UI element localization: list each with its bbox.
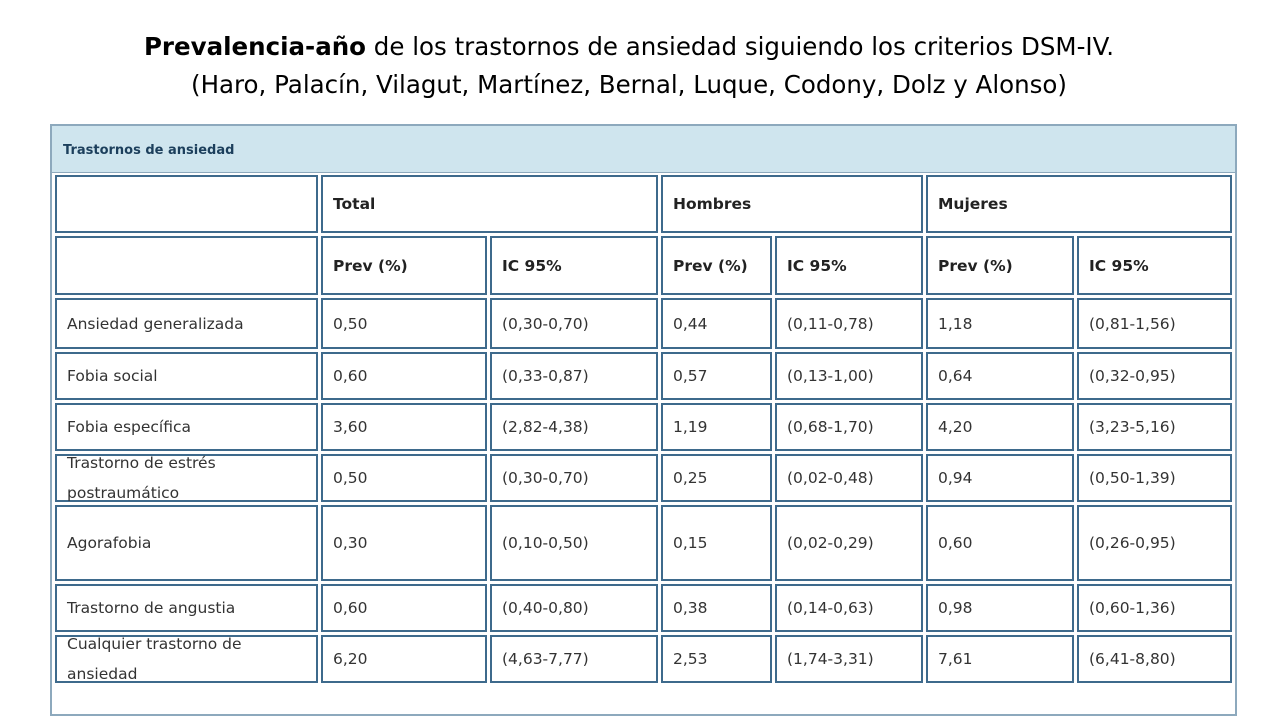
data-cell: (6,41-8,80) (1077, 635, 1232, 683)
data-cell: 0,15 (661, 505, 772, 581)
data-cell: 0,25 (661, 454, 772, 502)
data-cell: (0,11-0,78) (775, 298, 923, 349)
header-empty-cell (55, 175, 318, 233)
column-subheader: IC 95% (490, 236, 658, 295)
data-cell: 0,50 (321, 298, 487, 349)
row-label: Trastorno de angustia (55, 584, 318, 632)
data-cell: 0,60 (926, 505, 1074, 581)
data-cell: (0,30-0,70) (490, 454, 658, 502)
data-cell: (0,30-0,70) (490, 298, 658, 349)
data-cell: 1,18 (926, 298, 1074, 349)
row-label-line: Trastorno de estrés (67, 454, 216, 472)
data-cell: (1,74-3,31) (775, 635, 923, 683)
data-cell: 0,38 (661, 584, 772, 632)
data-cell: (0,68-1,70) (775, 403, 923, 451)
row-label: Fobia social (55, 352, 318, 400)
data-cell: (2,82-4,38) (490, 403, 658, 451)
column-subheader: Prev (%) (926, 236, 1074, 295)
row-label: Ansiedad generalizada (55, 298, 318, 349)
data-cell: (0,32-0,95) (1077, 352, 1232, 400)
data-cell: 0,30 (321, 505, 487, 581)
data-cell: (0,14-0,63) (775, 584, 923, 632)
data-cell: 0,98 (926, 584, 1074, 632)
data-cell: (0,40-0,80) (490, 584, 658, 632)
column-subheader: Prev (%) (321, 236, 487, 295)
group-header: Total (321, 175, 658, 233)
group-header: Mujeres (926, 175, 1232, 233)
table-caption-bar: Trastornos de ansiedad (52, 126, 1235, 173)
row-label-line: postraumático (67, 484, 180, 502)
data-cell: (3,23-5,16) (1077, 403, 1232, 451)
data-cell: (0,02-0,29) (775, 505, 923, 581)
title-bold-part: Prevalencia-año (143, 32, 367, 61)
data-cell: 7,61 (926, 635, 1074, 683)
data-cell: (0,60-1,36) (1077, 584, 1232, 632)
column-subheader: IC 95% (1077, 236, 1232, 295)
data-cell: 0,94 (926, 454, 1074, 502)
subheader-empty-cell (55, 236, 318, 295)
title-rest: de los trastornos de ansiedad siguiendo … (366, 32, 1115, 61)
data-cell: 0,64 (926, 352, 1074, 400)
data-cell: 0,50 (321, 454, 487, 502)
data-cell: (4,63-7,77) (490, 635, 658, 683)
data-cell: 1,19 (661, 403, 772, 451)
data-cell: 6,20 (321, 635, 487, 683)
prevalence-table: Trastornos de ansiedad Total Hombres Mujer… (50, 124, 1237, 716)
data-cell: (0,02-0,48) (775, 454, 923, 502)
data-cell: 3,60 (321, 403, 487, 451)
row-label: Trastorno de estrés postraumático (55, 454, 318, 502)
data-cell: (0,26-0,95) (1077, 505, 1232, 581)
row-label: Agorafobia (55, 505, 318, 581)
data-cell: 4,20 (926, 403, 1074, 451)
title-line-1: Prevalencia-año de los trastornos de ans… (0, 28, 1258, 66)
row-label: Fobia específica (55, 403, 318, 451)
data-cell: (0,33-0,87) (490, 352, 658, 400)
row-label-line: Cualquier trastorno de (67, 635, 242, 653)
row-label-line: ansiedad (67, 665, 138, 683)
data-cell: 0,60 (321, 352, 487, 400)
column-subheader: IC 95% (775, 236, 923, 295)
row-label: Cualquier trastorno de ansiedad (55, 635, 318, 683)
group-header: Hombres (661, 175, 923, 233)
data-cell: 0,60 (321, 584, 487, 632)
table-caption: Trastornos de ansiedad (63, 143, 235, 158)
data-cell: 0,44 (661, 298, 772, 349)
data-cell: 0,57 (661, 352, 772, 400)
title-line-2: (Haro, Palacín, Vilagut, Martínez, Berna… (191, 70, 1067, 99)
data-cell: (0,10-0,50) (490, 505, 658, 581)
column-subheader: Prev (%) (661, 236, 772, 295)
data-cell: (0,50-1,39) (1077, 454, 1232, 502)
data-cell: 2,53 (661, 635, 772, 683)
slide-title: Prevalencia-año de los trastornos de ans… (0, 28, 1258, 104)
data-cell: (0,13-1,00) (775, 352, 923, 400)
data-cell: (0,81-1,56) (1077, 298, 1232, 349)
